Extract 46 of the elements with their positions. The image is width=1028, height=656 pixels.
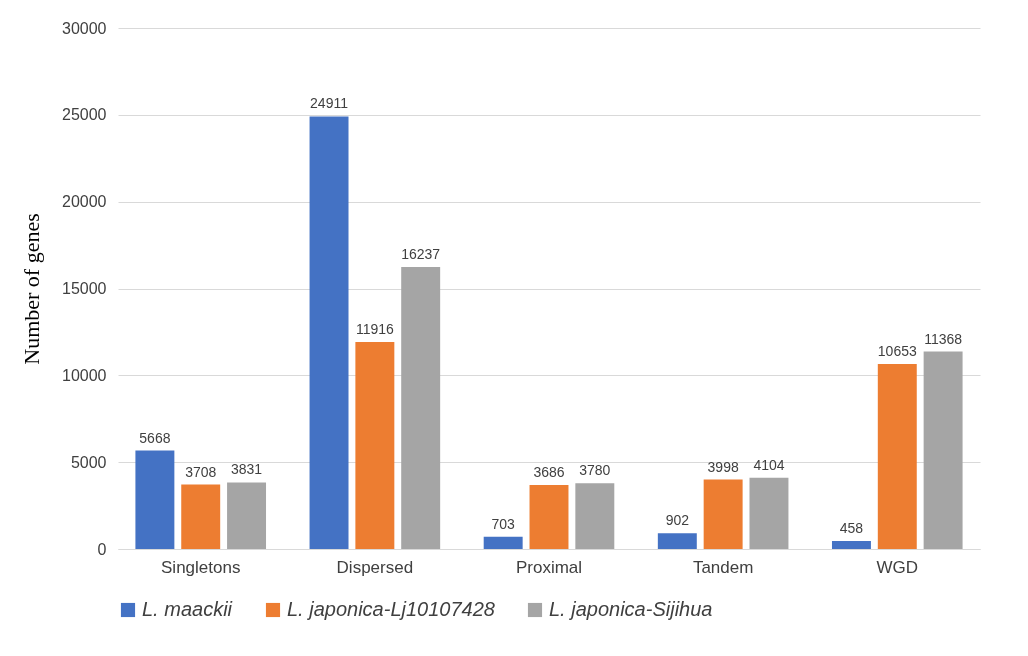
bar bbox=[657, 533, 697, 549]
data-label: 3998 bbox=[707, 458, 739, 475]
data-label: 3831 bbox=[230, 461, 263, 478]
bar bbox=[831, 541, 871, 549]
bar bbox=[227, 482, 267, 549]
x-tick-label: Proximal bbox=[515, 557, 583, 577]
y-tick-label: 15000 bbox=[62, 280, 107, 297]
data-label: 4104 bbox=[753, 456, 785, 473]
bar bbox=[401, 267, 441, 549]
x-tick-label: Dispersed bbox=[336, 557, 414, 577]
data-label: 3686 bbox=[533, 463, 565, 480]
data-label: 458 bbox=[839, 520, 864, 537]
bar bbox=[749, 477, 789, 549]
bar bbox=[703, 479, 743, 549]
x-tick-label: Tandem bbox=[692, 557, 754, 577]
y-tick-label: 5000 bbox=[70, 453, 107, 471]
data-label: 11916 bbox=[355, 321, 395, 338]
data-label: 16237 bbox=[401, 246, 441, 263]
y-tick-label: 0 bbox=[97, 540, 107, 558]
data-label: 3708 bbox=[185, 463, 217, 480]
legend-label: L. japonica-Sijihua bbox=[549, 598, 713, 620]
bar bbox=[529, 484, 569, 549]
y-tick-label: 25000 bbox=[62, 106, 107, 124]
bar bbox=[483, 536, 523, 549]
data-label: 24911 bbox=[310, 95, 349, 112]
legend-label: L. maackii bbox=[142, 598, 233, 620]
bar bbox=[135, 450, 175, 549]
y-tick-label: 30000 bbox=[62, 19, 107, 37]
bar bbox=[309, 116, 349, 549]
data-label: 11368 bbox=[924, 330, 963, 347]
bar bbox=[181, 484, 221, 549]
bar bbox=[877, 363, 917, 549]
x-tick-label: Singletons bbox=[161, 557, 241, 577]
bar bbox=[575, 483, 615, 549]
data-label: 10653 bbox=[877, 342, 917, 359]
y-axis-title: Number of genes bbox=[19, 213, 45, 365]
y-tick-label: 20000 bbox=[62, 193, 107, 211]
bar bbox=[355, 342, 395, 549]
legend-label: L. japonica-Lj10107428 bbox=[287, 598, 495, 620]
x-tick-label: WGD bbox=[876, 557, 919, 577]
data-label: 3780 bbox=[579, 462, 611, 479]
data-label: 703 bbox=[491, 515, 516, 532]
data-label: 5668 bbox=[139, 429, 171, 446]
bar bbox=[923, 351, 963, 549]
data-label: 902 bbox=[665, 512, 690, 529]
y-tick-label: 10000 bbox=[62, 366, 107, 384]
